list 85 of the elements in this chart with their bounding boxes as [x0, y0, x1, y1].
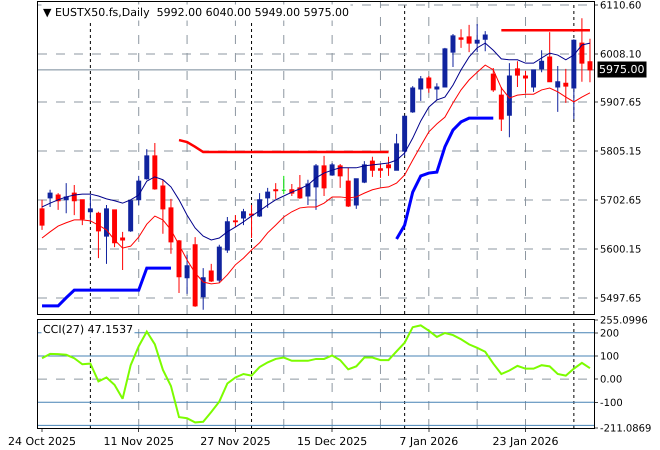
candlestick: [386, 156, 391, 176]
candlestick: [426, 76, 432, 94]
candlestick: [514, 60, 520, 88]
candlestick: [265, 187, 270, 208]
candlestick: [442, 47, 448, 88]
y-tick-label: 5600.15: [600, 244, 642, 256]
candlestick: [40, 199, 44, 230]
candlestick: [346, 167, 351, 208]
ref-line-label: 5975.00: [599, 63, 644, 76]
candlestick: [152, 142, 158, 190]
candlestick: [257, 192, 262, 218]
candlestick: [555, 66, 560, 112]
candlestick: [523, 70, 528, 94]
candlestick: [474, 23, 480, 53]
candlestick: [184, 254, 190, 294]
candlestick: [216, 244, 222, 284]
candlestick: [104, 204, 109, 264]
y-tick-label: 200: [600, 328, 620, 340]
y-tick-label: 5907.65: [600, 98, 642, 109]
candlestick: [200, 268, 206, 310]
candlestick: [571, 38, 576, 120]
candlestick: [506, 62, 512, 138]
candlestick: [128, 199, 134, 232]
y-tick-label: 255.0996: [600, 316, 648, 327]
y-tick-label: 5702.65: [600, 195, 642, 206]
candlestick: [249, 204, 254, 239]
candlestick: [410, 86, 416, 114]
chart-title: CCI(27) 47.1537: [43, 323, 134, 336]
candlestick: [241, 208, 246, 226]
candlestick: [305, 179, 310, 206]
y-tick-label: 100: [600, 351, 620, 362]
candlestick: [144, 148, 150, 180]
x-tick-label: 27 Nov 2025: [200, 435, 271, 448]
line-series: [41, 324, 591, 424]
candlestick: [72, 184, 77, 216]
candlestick: [418, 76, 424, 102]
y-tick-label: 6008.10: [600, 50, 642, 61]
y-tick-label: 6110.60: [600, 0, 642, 12]
candlestick: [281, 175, 286, 195]
candlestick: [490, 67, 496, 92]
y-tick-label: 5497.65: [600, 293, 642, 304]
candlestick: [120, 231, 126, 271]
candlestick: [531, 69, 536, 92]
candlestick: [466, 24, 472, 53]
candlestick: [96, 211, 101, 259]
candlestick: [434, 82, 440, 100]
candlestick: [563, 68, 568, 104]
candlestick: [80, 199, 85, 226]
line-series: [42, 42, 590, 240]
candlestick: [370, 156, 375, 178]
candlestick: [160, 179, 166, 234]
y-tick-label: 5805.15: [600, 146, 642, 158]
candlestick: [498, 86, 504, 132]
candlestick: [588, 38, 592, 83]
candlestick: [378, 163, 383, 178]
candlestick: [88, 194, 93, 222]
candlestick: [224, 216, 230, 254]
candlestick: [168, 198, 174, 254]
x-tick-label: 7 Jan 2026: [399, 435, 458, 448]
y-tick-label: -100: [600, 398, 623, 409]
candlestick: [297, 174, 302, 200]
y-tick-label: -211.0869: [600, 424, 652, 434]
candlestick: [362, 160, 367, 184]
candlestick: [48, 189, 53, 208]
x-tick-label: 15 Dec 2025: [296, 435, 368, 448]
candlestick: [394, 133, 400, 171]
candlestick: [64, 182, 69, 214]
x-tick-label: 24 Oct 2025: [8, 435, 76, 448]
candlestick: [539, 50, 544, 73]
x-tick-label: 23 Jan 2026: [492, 435, 558, 448]
candlestick: [322, 155, 327, 196]
candlestick: [450, 34, 456, 68]
chart-title: ▼ EUSTX50.fs,Daily 5992.00 6040.00 5949.00 5975.00: [43, 6, 350, 19]
y-tick-label: 0.00: [600, 374, 622, 386]
candlestick: [273, 182, 278, 200]
x-tick-label: 11 Nov 2025: [103, 435, 174, 448]
candlestick: [232, 214, 238, 228]
candlestick: [354, 178, 359, 210]
candlestick: [112, 209, 118, 248]
candlestick: [330, 162, 335, 176]
candlestick: [482, 30, 488, 52]
candlestick: [402, 116, 408, 156]
candlestick: [338, 163, 343, 188]
candlestick: [314, 163, 318, 210]
candlestick: [458, 28, 464, 48]
